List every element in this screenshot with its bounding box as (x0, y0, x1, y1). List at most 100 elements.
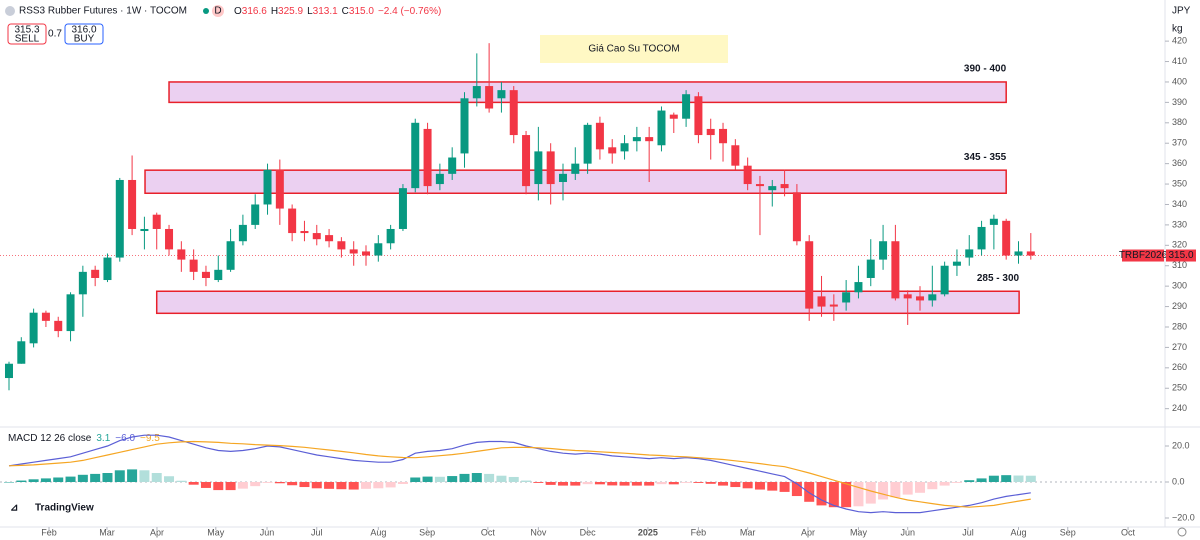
candle-body (103, 257, 112, 281)
candle-body (128, 179, 137, 229)
histogram-bar (1025, 475, 1036, 482)
histogram-bar (656, 482, 667, 485)
candle-body (448, 157, 457, 174)
macd-line (8, 440, 1031, 508)
histogram-bar (311, 482, 322, 489)
histogram-bar (890, 482, 901, 498)
histogram-bar (3, 482, 14, 483)
histogram-bar (397, 482, 408, 484)
histogram-bar (324, 482, 335, 489)
candle-body (214, 269, 223, 281)
y-tick-label: 310 (1172, 260, 1187, 270)
candle-body (398, 188, 407, 229)
candle-body (91, 269, 100, 278)
ohlc-value: 313.1 (313, 6, 338, 17)
y-tick-label: 340 (1172, 199, 1187, 209)
candle-body (411, 122, 420, 189)
buy-price: 316.0 (71, 25, 96, 36)
candle-body (275, 169, 284, 209)
histogram-bar (927, 482, 938, 490)
candle-body (743, 165, 752, 185)
histogram-bar (508, 476, 519, 482)
y-tick-label: 330 (1172, 219, 1187, 229)
y-tick-label: 270 (1172, 342, 1187, 352)
histogram-bar (631, 482, 642, 486)
y2-tick-label: 20.0 (1172, 440, 1190, 450)
indicator-value: −9.5 (140, 433, 160, 444)
histogram-bar (521, 480, 532, 482)
zone (155, 290, 1020, 315)
candle-body (152, 214, 161, 229)
sell-button[interactable] (7, 23, 47, 45)
histogram-bar (336, 482, 347, 490)
histogram-bar (164, 476, 175, 482)
histogram-bar (533, 482, 544, 483)
histogram-bar (496, 475, 507, 482)
candle-body (866, 259, 875, 278)
candle-body (1002, 220, 1011, 256)
histogram-bar (607, 482, 618, 486)
candle-body (952, 261, 961, 266)
settings-icon[interactable] (1177, 527, 1187, 537)
histogram-bar (151, 473, 162, 482)
chart-title: Giá Cao Su TOCOM (588, 44, 679, 55)
histogram-bar (582, 482, 593, 485)
candle-body (1014, 251, 1023, 256)
candle-body (768, 186, 777, 191)
candle-body (29, 312, 38, 344)
candle-body (238, 224, 247, 242)
x-tick-label: Apr (801, 527, 815, 537)
candle-body (66, 294, 75, 332)
histogram-bar (902, 482, 913, 495)
histogram-bar (976, 478, 987, 482)
histogram-bar (102, 473, 113, 482)
candle-body (731, 145, 740, 166)
buy-button[interactable] (64, 23, 104, 45)
candle-body (879, 241, 888, 260)
sell-price: 315.3 (14, 25, 39, 36)
ohlc-key: O (234, 6, 242, 17)
histogram-bar (779, 482, 790, 492)
candle-body (1026, 251, 1035, 256)
candle-body (177, 249, 186, 260)
ohlc-key: C (342, 6, 349, 17)
symbol-title: RSS3 Rubber Futures · 1W · TOCOM (19, 6, 187, 17)
x-tick-label: May (207, 527, 225, 537)
histogram-bar (915, 482, 926, 493)
sell-label: SELL (15, 34, 40, 45)
histogram-bar (287, 482, 298, 486)
symbol-tag-label: TRBF2026 (1119, 250, 1168, 261)
histogram-bar (16, 480, 27, 482)
macd-line (8, 434, 1031, 514)
histogram-bar (1001, 475, 1012, 482)
logo-mark: ⊿ (10, 503, 18, 514)
candle-body (300, 231, 309, 234)
candle-body (288, 208, 297, 234)
candle-body (632, 137, 641, 142)
candle-body (460, 98, 469, 154)
histogram-bar (299, 482, 310, 488)
candle-body (189, 259, 198, 272)
candle-body (657, 110, 666, 146)
histogram-bar (188, 482, 199, 485)
histogram-bar (422, 476, 433, 482)
histogram-bar (250, 482, 261, 487)
candle-body (374, 243, 383, 256)
candle-body (682, 94, 691, 119)
y-tick-label: 350 (1172, 178, 1187, 188)
candle-body (916, 296, 925, 301)
x-tick-label: Oct (481, 527, 496, 537)
candle-body (362, 251, 371, 256)
histogram-bar (964, 480, 975, 482)
histogram-bar (644, 482, 655, 486)
spread: 0.7 (48, 29, 62, 40)
ohlc-value: 315.0 (349, 6, 374, 17)
badge: D (214, 6, 221, 17)
candle-body (251, 204, 260, 225)
histogram-bar (865, 482, 876, 504)
histogram-bar (754, 482, 765, 490)
histogram-bar (484, 473, 495, 482)
x-tick-label: May (850, 527, 868, 537)
